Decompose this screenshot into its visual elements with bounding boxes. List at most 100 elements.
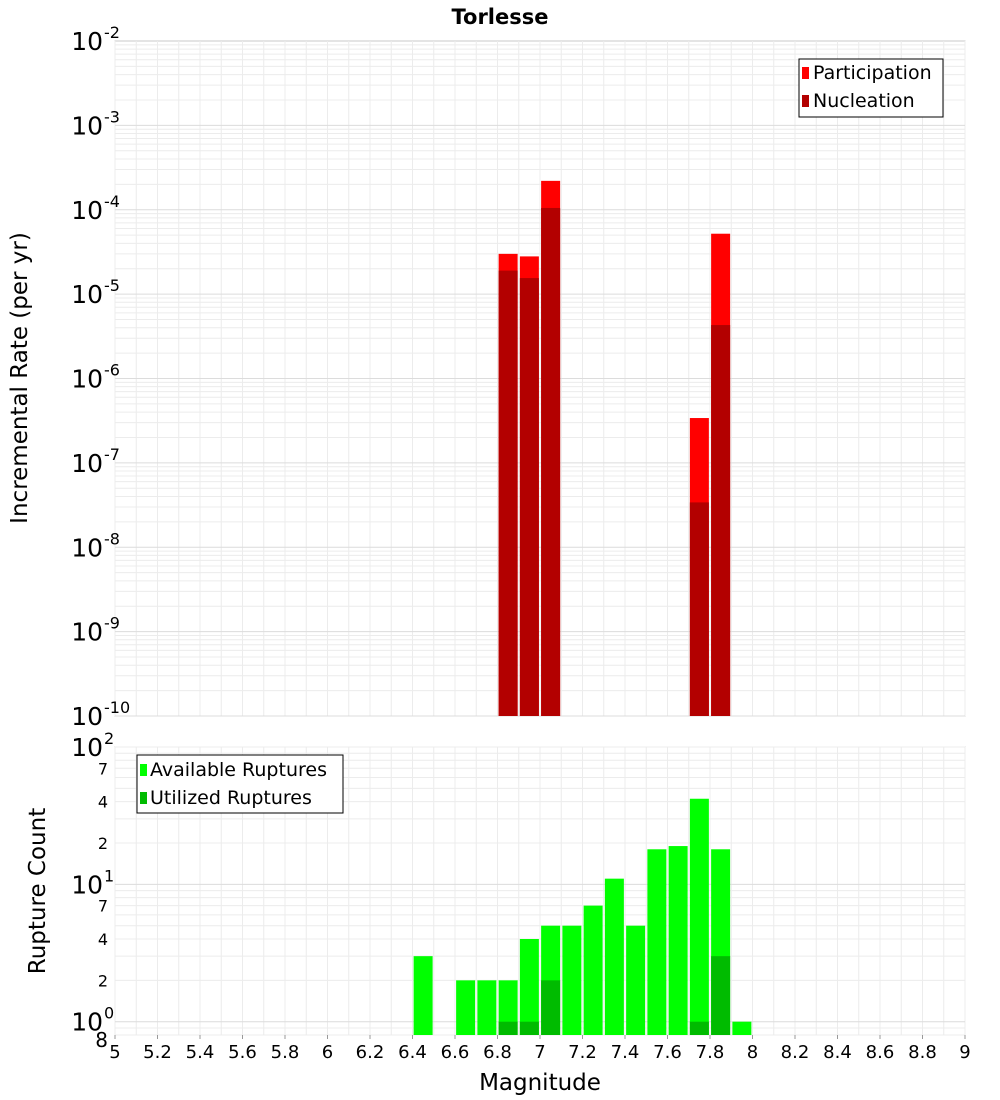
legend-label-participation: Participation — [813, 62, 932, 84]
x-tick-label: 9 — [959, 1042, 970, 1063]
x-tick-label: 6 — [322, 1042, 333, 1063]
y-tick-label: 2 — [98, 834, 108, 853]
top-legend: Participation Nucleation — [798, 58, 944, 118]
y-tick-exponent: -2 — [104, 23, 120, 42]
x-tick-label: 7.8 — [696, 1042, 725, 1063]
y-tick-label: 4 — [98, 930, 108, 949]
top-bars — [498, 180, 731, 716]
y-tick-label: 10 — [71, 870, 103, 899]
y-tick-label: 10 — [71, 733, 103, 762]
y-tick-label: 10 — [71, 280, 103, 309]
y-tick-exponent: -4 — [104, 192, 120, 211]
x-tick-label: 5.8 — [271, 1042, 300, 1063]
x-tick-label: 5.4 — [186, 1042, 215, 1063]
legend-label-utilized: Utilized Ruptures — [150, 787, 312, 809]
x-tick-label: 8.6 — [866, 1042, 895, 1063]
available-ruptures-bar — [626, 925, 646, 1035]
x-tick-label: 7.2 — [568, 1042, 597, 1063]
y-tick-label: 10 — [71, 196, 103, 225]
x-tick-label: 8.4 — [823, 1042, 852, 1063]
bottom-y-axis-label: Rupture Count — [25, 808, 51, 974]
bottom-grid — [114, 746, 966, 1036]
y-tick-exponent: -10 — [104, 698, 130, 717]
legend-swatch-available — [140, 764, 147, 776]
legend-label-available: Available Ruptures — [150, 759, 327, 781]
y-tick-label: 10 — [71, 618, 103, 647]
available-ruptures-bar — [583, 905, 603, 1035]
y-tick-exponent: 0 — [104, 1004, 114, 1023]
top-legend-box — [798, 58, 944, 118]
y-tick-exponent: -5 — [104, 276, 120, 295]
x-tick-labels: 5 5.2 5.4 5.6 5.8 6 6.2 6.4 6.6 6.8 7 7.2 7.4 7.6 7.8 8… — [109, 1035, 971, 1063]
x-tick-label: 6.4 — [398, 1042, 427, 1063]
nucleation-bar — [711, 325, 731, 716]
bottom-legend-box — [136, 754, 344, 814]
y-tick-label: 10 — [71, 111, 103, 140]
x-tick-label: 6.8 — [483, 1042, 512, 1063]
legend-label-nucleation: Nucleation — [813, 90, 915, 112]
nucleation-bar — [498, 270, 518, 716]
y-tick-exponent: -9 — [104, 614, 120, 633]
x-tick-label: 5.6 — [228, 1042, 257, 1063]
y-tick-exponent: -7 — [104, 445, 120, 464]
x-tick-label: 7 — [534, 1042, 545, 1063]
y-tick-label: 2 — [98, 971, 108, 990]
available-ruptures-bar — [498, 980, 518, 1035]
available-ruptures-bar — [519, 939, 539, 1035]
y-tick-label: 8 — [95, 1028, 108, 1052]
available-ruptures-bar — [562, 925, 582, 1035]
utilized-ruptures-bar — [541, 980, 561, 1035]
y-tick-exponent: -3 — [104, 107, 120, 126]
legend-swatch-nucleation — [802, 95, 809, 107]
nucleation-bar — [689, 502, 709, 716]
y-tick-exponent: -8 — [104, 529, 120, 548]
available-ruptures-bar — [456, 980, 476, 1035]
available-ruptures-bar — [647, 849, 667, 1035]
x-tick-label: 8 — [747, 1042, 758, 1063]
bottom-bars — [413, 798, 752, 1035]
y-tick-label: 10 — [71, 702, 103, 731]
y-tick-exponent: -6 — [104, 361, 120, 380]
y-tick-label: 4 — [98, 793, 108, 812]
y-tick-label: 10 — [71, 533, 103, 562]
chart-title: Torlesse — [451, 5, 548, 29]
y-tick-label: 10 — [71, 27, 103, 56]
x-tick-label: 6.6 — [441, 1042, 470, 1063]
x-tick-label: 6.2 — [356, 1042, 385, 1063]
legend-swatch-utilized — [140, 792, 147, 804]
x-tick-label: 8.8 — [908, 1042, 937, 1063]
x-axis-label: Magnitude — [479, 1070, 601, 1096]
bottom-legend: Available Ruptures Utilized Ruptures — [136, 754, 344, 814]
y-tick-exponent: 2 — [104, 729, 114, 748]
x-tick-label: 7.6 — [653, 1042, 682, 1063]
available-ruptures-bar — [689, 798, 709, 1035]
available-ruptures-bar — [413, 956, 433, 1035]
utilized-ruptures-bar — [689, 1021, 709, 1035]
x-tick-label: 7.4 — [611, 1042, 640, 1063]
utilized-ruptures-bar — [711, 956, 731, 1035]
legend-swatch-participation — [802, 67, 809, 79]
utilized-ruptures-bar — [498, 1021, 518, 1035]
available-ruptures-bar — [732, 1021, 752, 1035]
top-grid — [114, 41, 966, 717]
y-tick-exponent: 1 — [104, 866, 114, 885]
x-tick-label: 5 — [109, 1042, 120, 1063]
y-tick-label: 10 — [71, 449, 103, 478]
available-ruptures-bar — [604, 878, 624, 1035]
y-tick-label: 10 — [71, 1008, 103, 1037]
y-tick-label: 10 — [71, 365, 103, 394]
available-ruptures-bar — [477, 980, 497, 1035]
y-tick-label: 7 — [98, 897, 108, 916]
nucleation-bar — [541, 207, 561, 716]
available-ruptures-bar — [668, 846, 688, 1035]
x-tick-label: 8.2 — [781, 1042, 810, 1063]
x-tick-label: 5.2 — [143, 1042, 172, 1063]
utilized-ruptures-bar — [519, 1021, 539, 1035]
nucleation-bar — [519, 278, 539, 716]
top-y-axis-label: Incremental Rate (per yr) — [7, 232, 33, 524]
